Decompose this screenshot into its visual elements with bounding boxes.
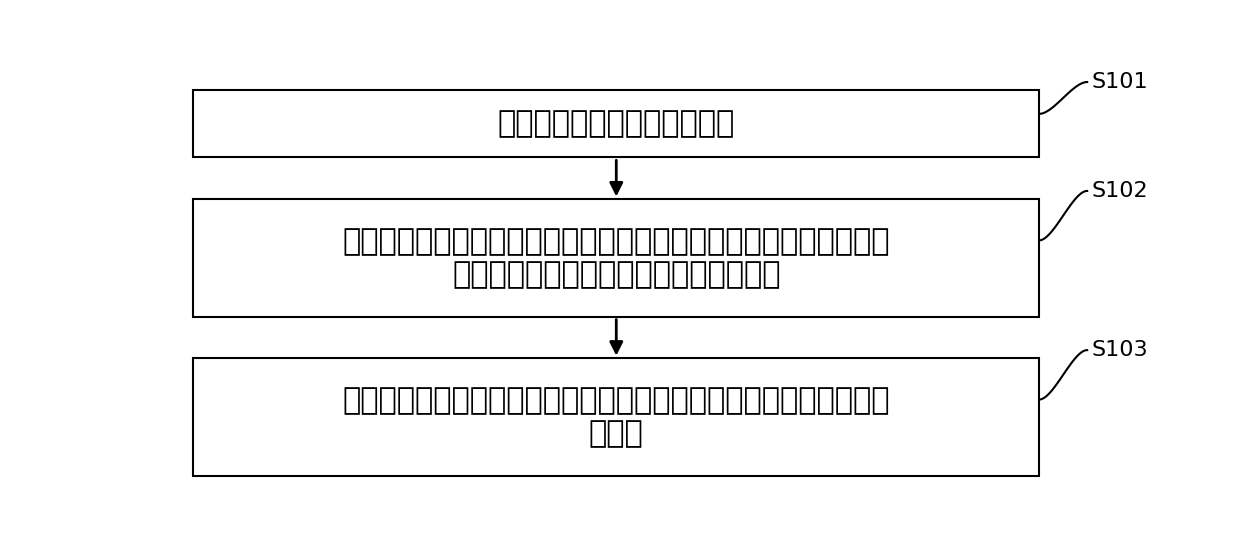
Bar — [193, 90, 1039, 157]
Bar — [193, 199, 1039, 317]
Text: S101: S101 — [1092, 72, 1148, 92]
Text: 通过计算待辨识参数在不同扰动下的灵敏度，来判断待辨识参数对输
出曲线影响大小值，以得到分步辨识策略: 通过计算待辨识参数在不同扰动下的灵敏度，来判断待辨识参数对输 出曲线影响大小值，… — [342, 227, 890, 289]
Text: S102: S102 — [1092, 181, 1148, 201]
Text: 通过分步辨识策略逐步将参数辨识出来，最终实现同步调相机参数分
步辨识: 通过分步辨识策略逐步将参数辨识出来，最终实现同步调相机参数分 步辨识 — [342, 386, 890, 448]
Text: S103: S103 — [1092, 340, 1148, 360]
Bar — [193, 358, 1039, 476]
Text: 获取辨识所需同步调相机模型: 获取辨识所需同步调相机模型 — [497, 109, 735, 138]
